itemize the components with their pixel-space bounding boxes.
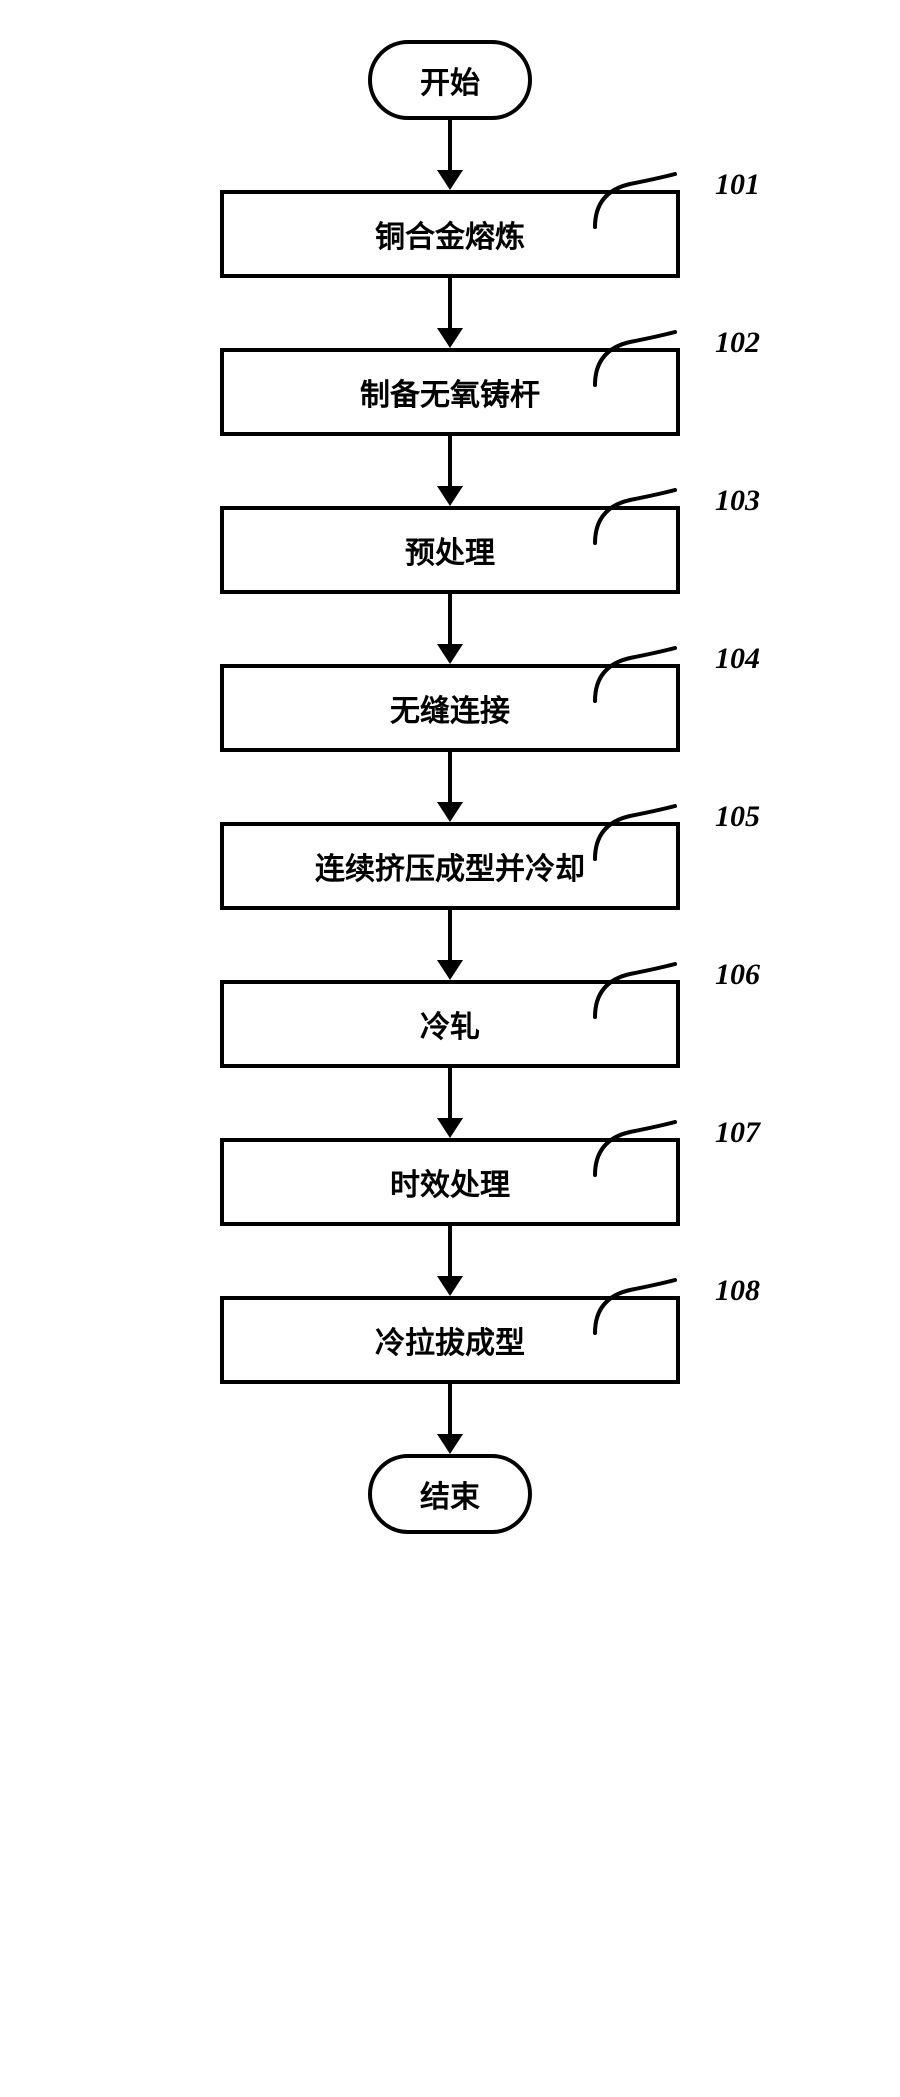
label-connector — [590, 646, 680, 706]
step-label: 108 — [715, 1274, 760, 1308]
step-row: 时效处理107 — [140, 1138, 760, 1226]
arrow — [437, 1226, 463, 1296]
step-label: 101 — [715, 168, 760, 202]
label-connector — [590, 172, 680, 232]
connector — [590, 1120, 680, 1185]
start-terminator: 开始 — [368, 40, 532, 120]
connector — [590, 488, 680, 553]
label-connector — [590, 330, 680, 390]
label-connector — [590, 1278, 680, 1338]
step-label: 104 — [715, 642, 760, 676]
step-label: 106 — [715, 958, 760, 992]
arrow — [437, 1384, 463, 1454]
arrow — [437, 910, 463, 980]
label-connector — [590, 488, 680, 548]
step-row: 铜合金熔炼101 — [140, 190, 760, 278]
arrow — [437, 594, 463, 664]
connector — [590, 962, 680, 1027]
arrow — [437, 1068, 463, 1138]
label-connector — [590, 962, 680, 1022]
connector — [590, 1278, 680, 1343]
label-connector — [590, 804, 680, 864]
step-label: 103 — [715, 484, 760, 518]
step-row: 无缝连接104 — [140, 664, 760, 752]
connector — [590, 172, 680, 237]
step-row: 制备无氧铸杆102 — [140, 348, 760, 436]
step-label: 105 — [715, 800, 760, 834]
arrow — [437, 278, 463, 348]
connector — [590, 804, 680, 869]
label-connector — [590, 1120, 680, 1180]
step-row: 预处理103 — [140, 506, 760, 594]
connector — [590, 646, 680, 711]
step-row: 连续挤压成型并冷却105 — [140, 822, 760, 910]
step-label: 107 — [715, 1116, 760, 1150]
step-row: 冷拉拔成型108 — [140, 1296, 760, 1384]
step-row: 冷轧106 — [140, 980, 760, 1068]
arrow — [437, 120, 463, 190]
arrow — [437, 752, 463, 822]
end-terminator: 结束 — [368, 1454, 532, 1534]
step-label: 102 — [715, 326, 760, 360]
arrow — [437, 436, 463, 506]
connector — [590, 330, 680, 395]
flowchart-container: 开始 铜合金熔炼101 制备无氧铸杆102 预处理103 无缝连接104 连续挤压成型并… — [140, 40, 760, 1534]
